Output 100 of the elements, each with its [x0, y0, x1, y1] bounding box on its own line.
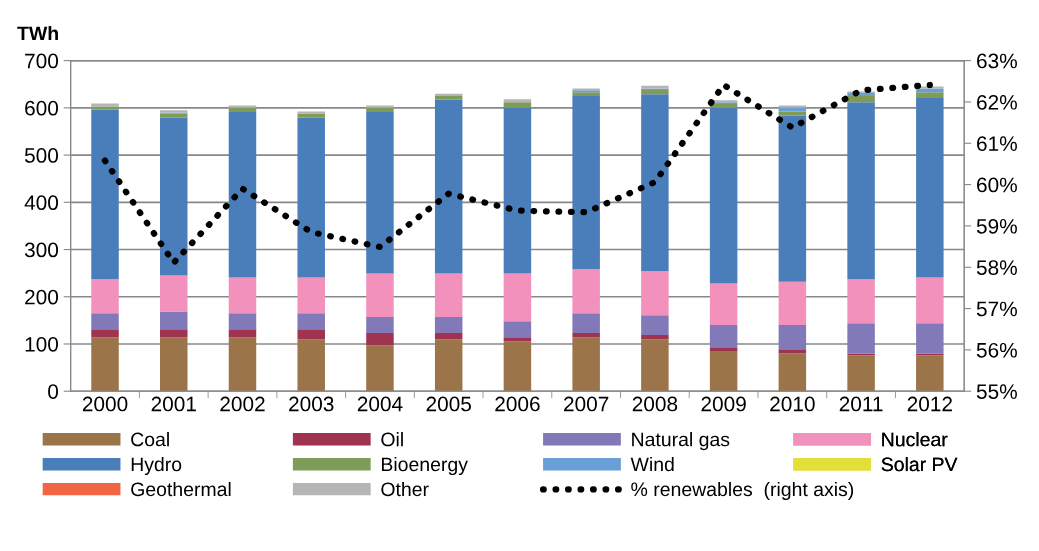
bar [709, 325, 738, 348]
x-tick-label: 2009 [701, 396, 746, 412]
bar [228, 112, 257, 278]
bar [503, 337, 532, 342]
x-tick-label: 2002 [220, 396, 265, 412]
x-tick-label: 2010 [770, 396, 815, 412]
bar [160, 117, 188, 276]
bar [91, 279, 119, 314]
y2-tick-label: 55% [976, 384, 1017, 399]
bar [366, 345, 394, 392]
bar [847, 102, 875, 280]
bar [916, 88, 944, 93]
bar [916, 355, 944, 392]
bar [916, 92, 944, 98]
bar [572, 92, 600, 97]
x-tick-label: 2011 [839, 396, 883, 412]
bar [503, 99, 532, 103]
bar [572, 333, 600, 338]
bar [778, 111, 807, 116]
y-tick-label: 400 [24, 195, 59, 211]
bar [91, 109, 119, 280]
y-tick-label: 600 [25, 100, 59, 116]
bar [503, 273, 532, 322]
bar [916, 277, 944, 324]
y2-tick-label: 59% [976, 218, 1017, 234]
bar [297, 329, 325, 340]
y-tick-label: 0 [48, 384, 59, 399]
bar [366, 107, 394, 113]
bar [641, 339, 669, 392]
bar [641, 315, 669, 336]
bar [778, 349, 807, 354]
bar [297, 339, 325, 392]
bar [160, 275, 188, 312]
bar [503, 102, 532, 108]
bar [503, 107, 532, 274]
bar [916, 97, 944, 278]
bar [228, 105, 257, 108]
legend-label: Coal [131, 432, 169, 447]
bar [641, 89, 669, 95]
bar [847, 96, 875, 103]
bar [641, 271, 669, 316]
y-tick-label: 300 [24, 242, 59, 258]
y2-tick-label: 56% [976, 342, 1017, 358]
bar [434, 317, 463, 334]
bar [778, 353, 807, 392]
bar [434, 339, 463, 392]
bar [366, 105, 394, 108]
bar [366, 112, 394, 274]
x-tick-label: 2004 [357, 396, 403, 412]
bar [641, 335, 669, 340]
bar [709, 347, 738, 352]
bar [847, 279, 875, 324]
bar [297, 117, 325, 278]
bar [709, 351, 738, 392]
legend-label: Other [381, 481, 429, 497]
y2-tick-label: 60% [977, 177, 1017, 193]
legend-label: Solar PV [881, 456, 958, 472]
legend-label: Wind [630, 456, 674, 472]
x-tick-label: 2005 [426, 396, 471, 412]
bar [160, 311, 188, 330]
y2-tick-label: 63% [977, 53, 1017, 69]
bar [709, 107, 738, 284]
bar [778, 107, 807, 112]
bar [228, 329, 257, 338]
bar [778, 115, 807, 282]
bar [366, 317, 394, 334]
bar [91, 329, 119, 338]
x-tick-label: 2012 [907, 396, 952, 412]
legend-label: Geothermal [131, 481, 231, 497]
bar [641, 94, 669, 272]
y-tick-label: 200 [25, 289, 59, 305]
bar [366, 333, 394, 346]
bar [160, 329, 188, 338]
bar [503, 321, 532, 338]
bar [228, 107, 257, 113]
bar [503, 341, 532, 392]
bar [778, 325, 807, 350]
y2-tick-label: 57% [976, 301, 1017, 317]
legend-label: Nuclear [882, 432, 948, 447]
y-axis-title: TWh [17, 25, 58, 41]
legend-label: Bioenergy [381, 456, 468, 476]
bar [572, 313, 600, 334]
bar [228, 277, 257, 314]
bar [160, 113, 188, 118]
bar [778, 281, 807, 326]
legend-label: % renewables (right axis) [631, 481, 854, 501]
bar [297, 313, 325, 330]
legend-label: Oil [381, 432, 403, 447]
y-tick-label: 700 [25, 53, 59, 69]
bar [297, 113, 325, 118]
bar [91, 337, 119, 392]
bar [572, 269, 600, 314]
bar [228, 337, 257, 392]
bar [91, 313, 119, 330]
x-tick-label: 2006 [495, 396, 540, 412]
y2-tick-label: 58% [976, 260, 1017, 275]
x-tick-label: 2007 [564, 396, 609, 412]
x-tick-label: 2003 [289, 396, 334, 412]
bar [572, 337, 600, 392]
legend-label: Natural gas [632, 432, 730, 451]
